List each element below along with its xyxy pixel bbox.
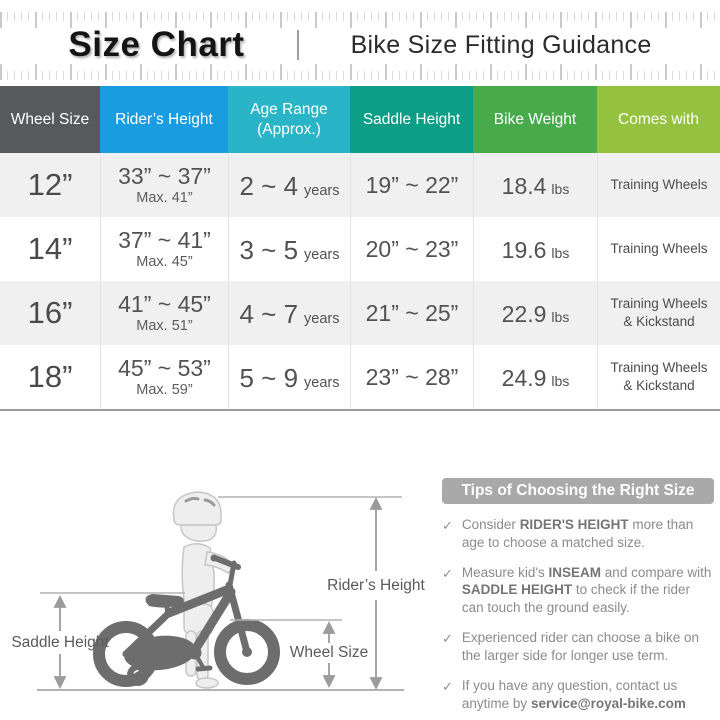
cell-comes-with: Training Wheels: [597, 217, 720, 281]
cell-age-range: 4 ~ 7 years: [228, 281, 350, 345]
table-row-14in: 14” 37” ~ 41” Max. 45” 3 ~ 5 years 20” ~…: [0, 217, 720, 281]
label-wheel-size: Wheel Size: [290, 644, 368, 661]
cell-saddle-height: 21” ~ 25”: [350, 281, 473, 345]
tip-item: ✓ If you have any question, contact us a…: [442, 677, 714, 713]
tip-text: Consider RIDER'S HEIGHT more than age to…: [461, 517, 694, 550]
bike-silhouette: [93, 554, 280, 687]
tip-text: If you have any question, contact us any…: [461, 677, 686, 711]
tip-text: Experienced rider can choose a bike on t…: [461, 630, 700, 663]
cell-rider-height: 45” ~ 53” Max. 59”: [100, 345, 228, 409]
cell-saddle-height: 20” ~ 23”: [350, 217, 473, 281]
tips-panel: Tips of Choosing the Right Size ✓ Consid…: [442, 478, 714, 720]
check-icon: ✓: [442, 518, 453, 533]
measure-lines: [37, 496, 404, 691]
cell-age-range: 3 ~ 5 years: [228, 217, 350, 281]
down-tube: [190, 587, 236, 655]
tip-text: Measure kid's INSEAM and compare with SA…: [461, 564, 712, 616]
front-wheel: [214, 619, 280, 685]
saddle: [145, 594, 184, 608]
cell-comes-with: Training Wheels & Kickstand: [597, 345, 720, 409]
check-icon: ✓: [442, 678, 453, 694]
check-icon: ✓: [442, 631, 453, 647]
page-subtitle: Bike Size Fitting Guidance: [350, 30, 652, 59]
tip-item: ✓ Consider RIDER'S HEIGHT more than age …: [442, 516, 714, 552]
kid-helmet: [172, 491, 222, 526]
size-table: Wheel Size Rider’s Height Age Range (Appr…: [0, 86, 720, 411]
tip-item: ✓ Measure kid's INSEAM and compare with …: [442, 564, 714, 617]
front-hub: [242, 647, 252, 657]
check-icon: ✓: [442, 565, 453, 581]
measure-arrows: [53, 496, 383, 691]
cell-wheel-size: 16”: [27, 295, 73, 330]
table-row-12in: 12” 33” ~ 37” Max. 41” 2 ~ 4 years 19” ~…: [0, 153, 720, 217]
chainguard: [124, 635, 196, 671]
cell-bike-weight: 18.4 lbs: [473, 153, 597, 217]
table-row-18in: 18” 45” ~ 53” Max. 59” 5 ~ 9 years 23” ~…: [0, 345, 720, 409]
cell-wheel-size: 14”: [27, 231, 73, 266]
cell-age-range: 5 ~ 9 years: [228, 345, 350, 409]
header-banner: Size Chart Bike Size Fitting Guidance: [0, 0, 720, 86]
label-saddle-height: Saddle Height: [11, 634, 109, 651]
column-header-bike-weight: Bike Weight: [473, 86, 597, 153]
seat-stay: [122, 609, 173, 658]
title-divider: [296, 30, 299, 60]
crank-arm: [193, 651, 205, 669]
handlebar: [212, 555, 241, 570]
cell-rider-height: 41” ~ 45” Max. 51”: [100, 281, 228, 345]
fork: [225, 581, 251, 656]
tip-item: ✓ Experienced rider can choose a bike on…: [442, 629, 714, 665]
cell-saddle-height: 19” ~ 22”: [350, 153, 473, 217]
cell-bike-weight: 19.6 lbs: [473, 217, 597, 281]
cell-wheel-size: 12”: [27, 167, 73, 202]
cell-rider-height: 33” ~ 37” Max. 41”: [100, 153, 228, 217]
page-title: Size Chart: [68, 25, 245, 64]
kid-foot: [195, 677, 219, 689]
bike-fit-diagram: Saddle Height Wheel Size Rider’s Height: [11, 491, 426, 691]
cell-bike-weight: 24.9 lbs: [473, 345, 597, 409]
cell-saddle-height: 23” ~ 28”: [350, 345, 473, 409]
title-row: Size Chart Bike Size Fitting Guidance: [0, 25, 720, 65]
kid-face: [180, 524, 218, 542]
pedal: [195, 665, 213, 672]
cell-age-range: 2 ~ 4 years: [228, 153, 350, 217]
tips-title-bar: Tips of Choosing the Right Size: [442, 478, 714, 504]
ruler-ticks-bottom: [0, 64, 720, 80]
table-row-16in: 16” 41” ~ 45” Max. 51” 4 ~ 7 years 21” ~…: [0, 281, 720, 345]
support-email: service@royal-bike.com: [530, 695, 686, 711]
cell-bike-weight: 22.9 lbs: [473, 281, 597, 345]
column-header-riders-height: Rider’s Height: [100, 86, 228, 153]
cell-comes-with: Training Wheels & Kickstand: [597, 281, 720, 345]
column-header-wheel-size: Wheel Size: [0, 86, 100, 153]
cell-comes-with: Training Wheels: [597, 153, 720, 217]
cell-wheel-size: 18”: [27, 359, 73, 394]
label-rider-height: Rider’s Height: [327, 577, 425, 594]
column-header-saddle-height: Saddle Height: [350, 86, 473, 153]
ruler-ticks-top: [0, 12, 720, 28]
cell-rider-height: 37” ~ 41” Max. 45”: [100, 217, 228, 281]
table-header-row: Wheel Size Rider’s Height Age Range (Appr…: [0, 86, 720, 153]
column-header-age-range: Age Range (Approx.): [228, 86, 350, 153]
top-tube: [164, 584, 234, 618]
column-header-comes-with: Comes with: [597, 86, 720, 153]
